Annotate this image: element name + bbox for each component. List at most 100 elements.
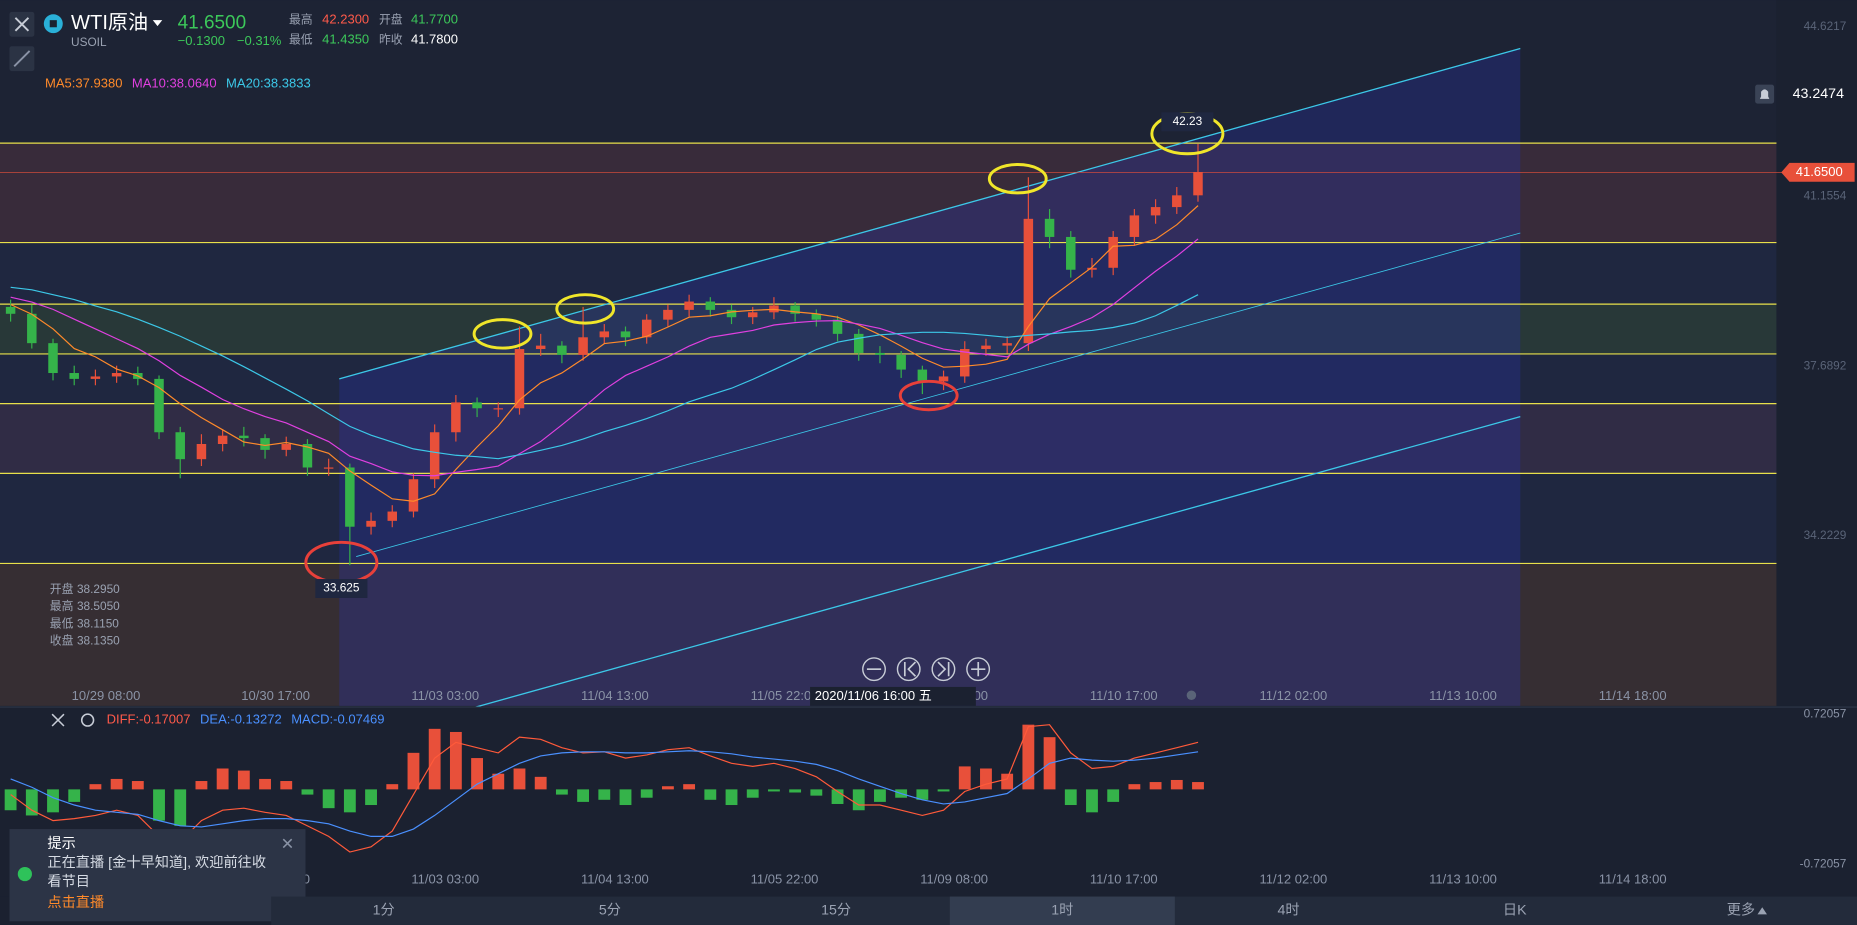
macd-bar — [47, 789, 59, 813]
macd-x-tick-label: 11/14 18:00 — [1599, 871, 1667, 886]
candle-body — [302, 443, 313, 468]
macd-x-tick-label: 11/13 10:00 — [1429, 871, 1497, 886]
tab[interactable]: 1时 — [1051, 902, 1073, 919]
candle-body — [620, 331, 631, 338]
y-tick-label: 41.1554 — [1804, 189, 1847, 203]
macd-bar — [280, 781, 293, 790]
macd-bar — [789, 789, 802, 793]
macd-bar — [407, 752, 420, 790]
tab[interactable]: 4时 — [1277, 902, 1299, 919]
macd-bar — [683, 784, 696, 790]
macd-x-tick-label: 11/05 22:00 — [751, 871, 819, 886]
candle-body — [832, 319, 843, 334]
annotation-ellipse — [555, 293, 616, 325]
macd-bar — [68, 789, 81, 802]
stat-label: 最低 — [289, 32, 313, 46]
macd-bar — [471, 758, 483, 790]
candle-body — [599, 331, 610, 338]
candle-body — [875, 352, 885, 355]
candle-body — [472, 402, 482, 409]
toast-action[interactable]: 点击直播 — [47, 894, 105, 911]
candle-body — [27, 313, 37, 344]
x-tick-label: 11/05 22:00 — [751, 688, 819, 703]
macd-y-tick-label: -0.72057 — [1800, 857, 1847, 871]
band — [0, 353, 1777, 404]
macd-bar — [365, 789, 377, 806]
candle-body — [705, 301, 716, 310]
tab[interactable]: 更多 — [1727, 902, 1755, 919]
band — [0, 473, 1777, 564]
candle-body — [154, 378, 164, 433]
annotation-label-bg — [315, 579, 368, 598]
tab[interactable]: 15分 — [821, 902, 851, 919]
macd-bar — [958, 766, 971, 790]
annotation-label-bg — [1161, 112, 1214, 132]
macd-legend: MACD:-0.07469 — [291, 712, 384, 727]
macd-bar — [1064, 789, 1077, 806]
stat-label: 昨收 — [379, 32, 403, 46]
ohlc-label: 最高 — [50, 599, 74, 613]
x-tick-label: 10/30 17:00 — [241, 688, 310, 703]
macd-panel: 0.72057 -0.72057 DIFF:-0.17007 DEA:-0.13272… — [0, 706, 1857, 897]
candle-body — [196, 443, 207, 460]
candle-body — [917, 369, 928, 382]
annotation-label: 33.625 — [323, 581, 360, 595]
macd-bar — [1022, 724, 1035, 790]
macd-y-tick-label: 0.72057 — [1804, 706, 1847, 720]
macd-bar — [852, 789, 865, 811]
candle-body — [1044, 218, 1055, 237]
candle-body — [514, 349, 525, 409]
macd-bar — [1107, 789, 1120, 802]
annotation-ellipse — [898, 379, 959, 412]
macd-bar — [1128, 784, 1141, 790]
tab[interactable]: 日K — [1503, 903, 1527, 919]
candle-body — [90, 376, 101, 379]
tab[interactable]: 1分 — [373, 902, 395, 919]
candle-body — [1129, 215, 1140, 237]
macd-bar — [174, 789, 187, 826]
macd-bg — [0, 707, 1857, 897]
candle-body — [493, 408, 504, 410]
toast-close[interactable]: × — [281, 831, 294, 856]
symbol-icon-inner — [49, 20, 57, 28]
zoom-button[interactable] — [896, 657, 921, 682]
candle-body — [1108, 236, 1118, 268]
y-tick-label: 37.6892 — [1804, 358, 1847, 372]
last-price-label: 41.6500 — [1796, 164, 1843, 179]
macd-legend: DIFF:-0.17007 — [107, 712, 191, 727]
macd-close[interactable] — [51, 713, 65, 727]
macd-x-tick-label: 11/09 08:00 — [920, 871, 988, 886]
last-price-tag — [1781, 162, 1855, 182]
x-tick-label: 11/10 17:00 — [1090, 688, 1158, 703]
candle-body — [726, 309, 737, 318]
zoom-button[interactable] — [966, 657, 991, 682]
annotation-ellipse — [472, 318, 533, 350]
stat-label: 最高 — [289, 12, 313, 26]
macd-settings[interactable] — [80, 713, 95, 727]
x-tick-label: 11/12 02:00 — [1260, 688, 1328, 703]
zoom-button[interactable] — [931, 657, 956, 682]
macd-x-tick-label: 11/12 02:00 — [1260, 871, 1328, 886]
macd-bar — [25, 789, 38, 816]
tab[interactable]: 5分 — [599, 902, 621, 919]
zoom-button[interactable] — [862, 657, 886, 682]
macd-x-tick-label: 11/03 03:00 — [411, 871, 479, 886]
candle-body — [48, 343, 58, 374]
symbol[interactable]: WTI原油 — [71, 11, 148, 34]
macd-bar — [322, 789, 335, 809]
macd-bar — [492, 773, 505, 790]
candle-body — [1002, 343, 1012, 346]
candle-body — [260, 438, 270, 450]
tab-selected — [949, 896, 1175, 925]
y-tick-label: 44.6217 — [1804, 19, 1847, 33]
macd-bar — [831, 789, 844, 804]
macd-bar — [449, 731, 462, 790]
macd-bar — [4, 789, 17, 811]
candle-body — [5, 306, 16, 314]
channel-line — [356, 232, 1521, 557]
stat-label: 开盘 — [379, 12, 403, 26]
candle-body — [1193, 172, 1203, 196]
candle-body — [111, 373, 122, 377]
dropdown-arrow[interactable] — [152, 20, 163, 27]
